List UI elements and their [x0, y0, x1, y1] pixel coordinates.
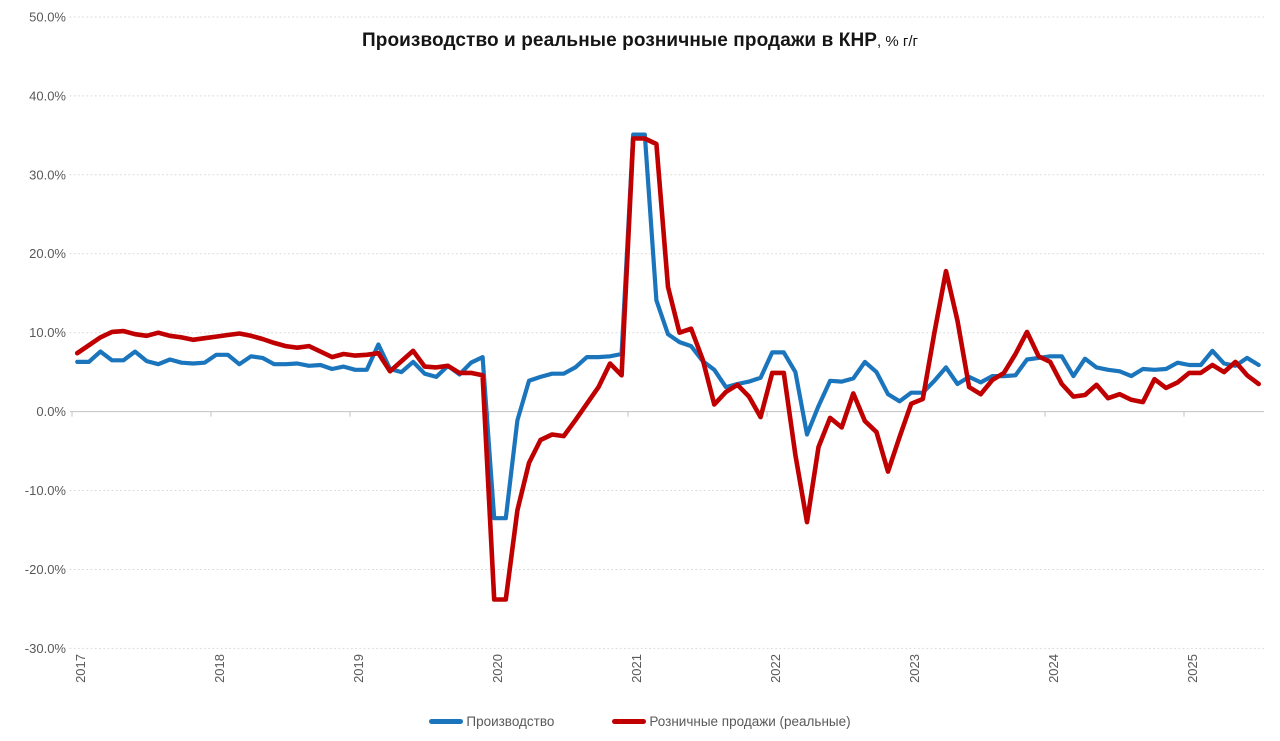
legend-swatch: [612, 719, 647, 724]
series-line-0: [75, 132, 1261, 521]
chart-title-suffix: , % г/г: [877, 33, 918, 50]
x-axis-label: 2023: [907, 654, 922, 683]
y-axis-label: 0.0%: [36, 404, 66, 419]
chart-title-main: Производство и реальные розничные продаж…: [361, 30, 878, 51]
y-axis-label: 30.0%: [29, 167, 66, 182]
y-axis-label: -20.0%: [25, 562, 67, 577]
x-axis-label: 2022: [768, 654, 783, 683]
x-axis-label: 2024: [1046, 654, 1061, 683]
legend-swatch: [429, 719, 464, 724]
x-axis-label: 2017: [73, 654, 88, 683]
y-axis-label: -30.0%: [25, 641, 67, 656]
x-axis-label: 2019: [351, 654, 366, 683]
legend-item: Розничные продажи (реальные): [612, 714, 851, 729]
x-axis-label: 2018: [212, 654, 227, 683]
legend-label: Розничные продажи (реальные): [649, 714, 851, 729]
y-axis-label: 20.0%: [29, 246, 66, 261]
series-line-1: [74, 136, 1261, 602]
y-axis-label: -10.0%: [25, 483, 67, 498]
y-axis-label: 50.0%: [29, 10, 66, 25]
legend-label: Производство: [466, 714, 555, 729]
y-axis-label: 40.0%: [29, 88, 66, 103]
x-axis-label: 2020: [490, 654, 505, 683]
y-axis-label: 10.0%: [29, 325, 66, 340]
x-axis-label: 2021: [629, 654, 644, 683]
x-axis-label: 2025: [1185, 654, 1200, 683]
chart-title: Производство и реальные розничные продаж…: [0, 30, 1280, 52]
chart-legend: Производство Розничные продажи (реальные): [0, 714, 1280, 729]
legend-item: Производство: [429, 714, 554, 729]
